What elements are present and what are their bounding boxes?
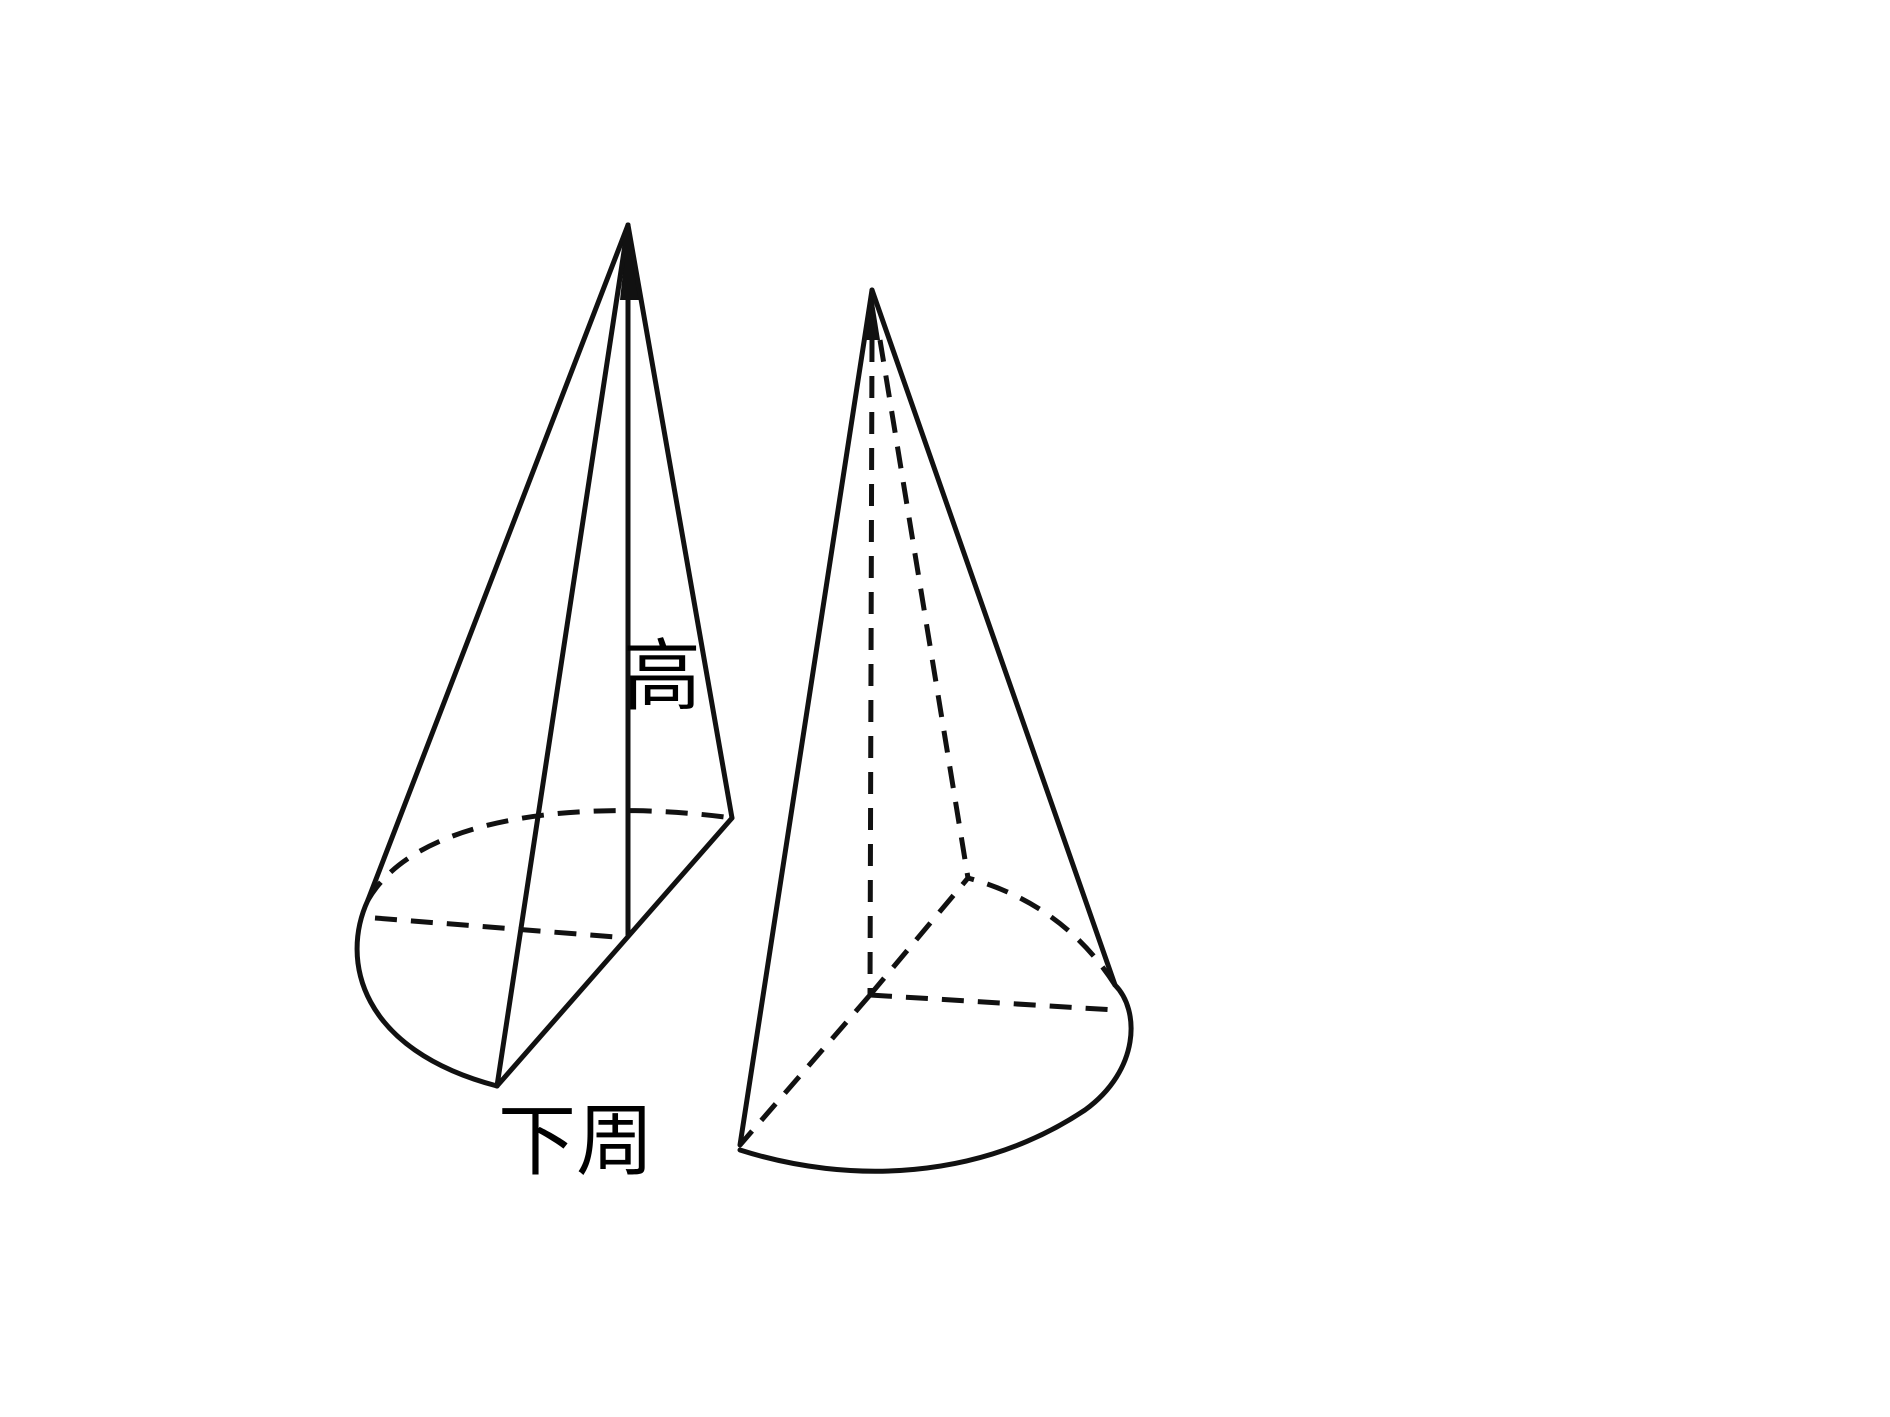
right-cone-apex (866, 290, 880, 340)
bottom-circumference-label: 下周 (498, 1097, 654, 1187)
right-cone-radius-to-back (868, 876, 970, 997)
left-cone-right-slant (625, 222, 735, 821)
right-cone (737, 287, 1134, 1174)
left-cone-inner-slant (494, 222, 631, 1089)
right-cone-hidden-slant (877, 339, 971, 879)
right-cone-radius-to-left (738, 993, 872, 1147)
right-cone-base-back-arc (967, 875, 1118, 987)
left-cone-base-back-arc (365, 808, 733, 902)
right-cone-left-slant (737, 287, 875, 1148)
right-cone-hidden-height (867, 339, 875, 996)
right-cone-radius-to-right (869, 992, 1116, 1013)
left-cone-cut-edge (494, 815, 735, 1089)
right-cone-right-slant (869, 287, 1118, 988)
right-cone-base-front-arc (737, 982, 1134, 1174)
left-cone-left-slant (365, 222, 631, 903)
height-label: 高 (623, 632, 701, 722)
left-cone-base-front-arc (354, 897, 500, 1089)
left-cone-base-radius (374, 915, 629, 941)
left-cone (354, 222, 735, 1089)
